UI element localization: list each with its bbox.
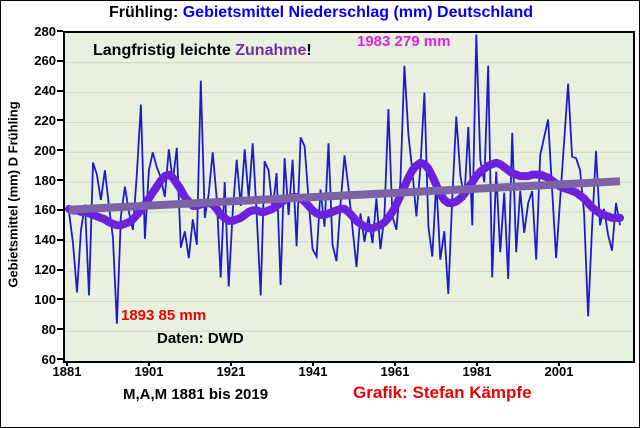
y-tick-label-180: 180 (34, 172, 56, 188)
x-tick-mark-1921 (230, 361, 232, 366)
x-tick-mark-1941 (312, 361, 314, 366)
y-tick-mark-100 (57, 298, 63, 301)
y-tick-label-220: 220 (34, 112, 56, 128)
x-tick-mark-1981 (476, 361, 478, 366)
y-tick-label-60: 60 (41, 351, 56, 367)
y-tick-label-260: 260 (34, 53, 56, 69)
y-tick-mark-140 (57, 238, 63, 241)
y-tick-mark-120 (57, 268, 63, 271)
smoothed-precipitation-line (65, 158, 624, 233)
plot-area (63, 31, 635, 363)
y-tick-mark-80 (57, 328, 63, 331)
y-tick-label-80: 80 (41, 321, 56, 337)
y-tick-label-280: 280 (34, 23, 56, 39)
y-tick-mark-220 (57, 119, 63, 122)
y-tick-mark-200 (57, 149, 63, 152)
trend-annotation: Langfristig leichte Zunahme! (93, 42, 312, 60)
data-source-annotation: Daten: DWD (157, 330, 244, 347)
max-value-annotation: 1983 279 mm (357, 33, 451, 50)
trend-annotation-highlight: Zunahme (235, 42, 307, 59)
x-tick-label-1921: 1921 (216, 364, 246, 379)
trend-annotation-text-2: ! (306, 42, 312, 59)
y-tick-mark-60 (57, 358, 63, 360)
chart-title: Frühling: Gebietsmittel Niederschlag (mm… (1, 4, 639, 22)
min-value-annotation: 1893 85 mm (121, 307, 207, 324)
x-tick-label-1961: 1961 (380, 364, 410, 379)
annual-precipitation-line (68, 34, 621, 324)
x-tick-mark-1901 (148, 361, 150, 366)
chart-title-prefix: Frühling: (108, 4, 179, 21)
y-tick-label-200: 200 (34, 142, 56, 158)
y-tick-mark-180 (57, 179, 63, 182)
y-tick-mark-160 (57, 208, 63, 211)
x-tick-label-1981: 1981 (462, 364, 492, 379)
trend-annotation-text-1: Langfristig leichte (93, 42, 236, 59)
y-axis-title: Gebietsmittel (mm) D Frühling (5, 101, 21, 288)
y-tick-label-240: 240 (34, 83, 56, 99)
y-tick-label-100: 100 (34, 291, 56, 307)
x-tick-label-2001: 2001 (544, 364, 574, 379)
x-tick-label-1881: 1881 (52, 364, 82, 379)
linear-trend-line (68, 177, 621, 214)
y-tick-label-140: 140 (34, 232, 56, 248)
y-tick-mark-240 (57, 89, 63, 92)
credit-annotation: Grafik: Stefan Kämpfe (353, 383, 532, 402)
x-tick-label-1941: 1941 (298, 364, 328, 379)
x-tick-mark-1961 (394, 361, 396, 366)
y-tick-mark-260 (57, 59, 63, 62)
chart-title-main: Gebietsmittel Niederschlag (mm) Deutschl… (178, 4, 534, 21)
x-tick-mark-1881 (66, 361, 68, 366)
x-axis-title: M,A,M 1881 bis 2019 (123, 386, 269, 403)
x-tick-label-1901: 1901 (134, 364, 164, 379)
x-tick-mark-2001 (558, 361, 560, 366)
y-tick-mark-280 (57, 30, 63, 32)
y-tick-label-160: 160 (34, 202, 56, 218)
plot-canvas (65, 34, 633, 332)
y-tick-label-120: 120 (34, 262, 56, 278)
